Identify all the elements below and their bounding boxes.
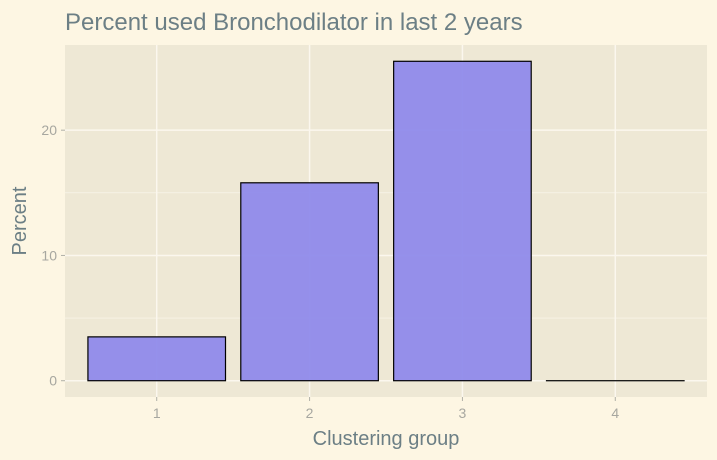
chart-title: Percent used Bronchodilator in last 2 ye…: [65, 9, 523, 36]
bar-group-3: [393, 60, 532, 382]
y-axis-ticks: 0 10 20: [41, 122, 65, 389]
bar-group-1: [87, 336, 227, 382]
x-axis-title: Clustering group: [313, 428, 460, 450]
y-tick-label: 10: [41, 247, 57, 263]
y-axis-title: Percent: [9, 186, 31, 255]
x-tick-label: 2: [306, 405, 314, 421]
y-tick-label: 20: [41, 122, 57, 138]
bars: [87, 60, 685, 382]
x-tick-label: 1: [153, 405, 161, 421]
x-tick-label: 3: [459, 405, 467, 421]
y-tick-label: 0: [49, 373, 57, 389]
x-axis-ticks: 1 2 3 4: [153, 397, 619, 421]
bar-group-2: [240, 182, 379, 382]
x-tick-label: 4: [611, 405, 619, 421]
